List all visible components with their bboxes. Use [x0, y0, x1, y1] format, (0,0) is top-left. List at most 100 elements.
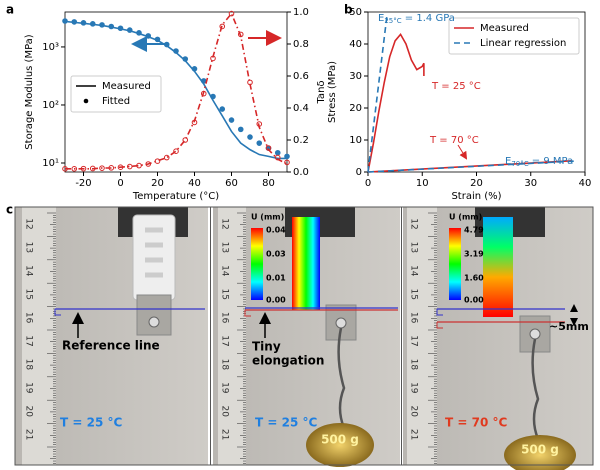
y-tick-label: 20 [349, 103, 362, 114]
panel-label: c [6, 203, 13, 217]
x-tick-label: 0 [117, 178, 123, 189]
ruler-label: 18 [409, 359, 419, 371]
legend-box [448, 17, 580, 55]
ruler-label: 13 [220, 242, 230, 253]
y2-tick-label: 0.6 [293, 71, 309, 82]
annotation: elongation [252, 354, 324, 368]
annotation: E25°C = 1.4 GPa [378, 13, 455, 25]
y2-axis-label: Tanδ [316, 80, 327, 104]
legend-label: Measured [102, 81, 151, 92]
ruler-label: 14 [409, 265, 419, 277]
x-tick-label: 20 [470, 178, 483, 189]
ruler-label: 19 [24, 382, 34, 394]
data-point [182, 137, 189, 143]
ruler-label: 16 [409, 312, 419, 324]
legend-label: Fitted [102, 96, 130, 107]
weight-label: 500 g [321, 433, 359, 447]
data-point [145, 161, 152, 167]
x-tick-label: 30 [524, 178, 537, 189]
annotation-subscript: 25°C [384, 17, 401, 25]
y-tick-label: 10² [42, 100, 59, 111]
data-point [219, 23, 226, 30]
series-line [65, 12, 288, 170]
plot-frame [64, 11, 288, 173]
ruler-label: 21 [409, 429, 419, 440]
ruler-label: 19 [220, 382, 230, 394]
data-point [71, 19, 78, 25]
data-point [163, 41, 170, 48]
data-point [228, 117, 235, 123]
annotation: T = 70 °C [429, 135, 479, 146]
colorbar-label: 4.79 [464, 226, 484, 235]
ruler-label: 16 [24, 312, 34, 324]
annotation: Tiny [252, 340, 281, 354]
x-tick-label: 40 [579, 178, 592, 189]
data-point [191, 66, 198, 72]
ruler-label: 20 [409, 405, 419, 417]
x-tick-label: -20 [75, 178, 91, 189]
ruler-label: 12 [409, 218, 419, 229]
x-tick-label: 20 [151, 178, 164, 189]
reference-lines [54, 304, 578, 338]
data-point [99, 22, 105, 28]
data-point [210, 93, 216, 100]
ruler-label: 20 [24, 405, 34, 417]
y-tick-label: 50 [349, 7, 362, 18]
data-point [237, 126, 244, 133]
colorbar-label: 0.04 [266, 226, 286, 235]
data-point [99, 165, 105, 171]
ruler: 12 13 14 15 16 17 18 19 20 21 12 13 14 15 16 17 18 19 20 21… [24, 212, 437, 464]
y-tick-label: 10 [349, 135, 362, 146]
annotation-subscript: 70°C [511, 160, 528, 168]
data-point [200, 78, 207, 84]
weight-label: 500 g [521, 443, 559, 457]
data-point [191, 119, 198, 126]
x-tick-label: 40 [188, 178, 201, 189]
annotation-text: E [378, 13, 384, 24]
data-point [210, 55, 216, 62]
ruler-label: 12 [24, 218, 34, 229]
colorbar-title: U (mm) [251, 213, 284, 222]
ruler-label: 14 [220, 265, 230, 277]
data-point [163, 154, 170, 161]
x-tick-label: 0 [365, 178, 371, 189]
data-point [126, 27, 133, 33]
legend-box [70, 75, 162, 113]
legend-swatch [83, 98, 89, 104]
data-point [108, 165, 115, 171]
data-point [62, 18, 68, 24]
colorbar-label: 0.00 [464, 296, 484, 305]
data-point [284, 159, 290, 166]
panel-label: b [344, 3, 353, 17]
data-point [228, 10, 235, 17]
colorbar-label: 3.19 [464, 250, 484, 259]
ruler-label: 13 [409, 242, 419, 253]
colorbar-label: 0.00 [266, 296, 286, 305]
x-tick-label: 80 [262, 178, 275, 189]
data-point [173, 148, 179, 154]
ruler-label: 19 [409, 382, 419, 394]
y-tick-label: 10¹ [42, 158, 59, 169]
ruler-label: 18 [220, 359, 230, 371]
data-point [219, 106, 226, 112]
ruler-label: 16 [220, 312, 230, 324]
x-axis-label: Strain (%) [451, 191, 501, 202]
arrow [457, 144, 468, 160]
data-point [117, 164, 124, 170]
data-point [108, 23, 115, 30]
data-point [247, 134, 253, 140]
colorbar-label: 0.01 [266, 274, 286, 283]
series-line [367, 160, 575, 173]
data-point [154, 158, 161, 164]
ruler-label: 12 [220, 218, 230, 229]
colorbar-label: 0.03 [266, 250, 286, 259]
data-point [284, 153, 290, 160]
data-point [173, 48, 179, 54]
ruler-label: 14 [24, 265, 34, 277]
y-tick-label: 10³ [42, 42, 59, 53]
y2-tick-label: 0.0 [293, 167, 309, 178]
photo [15, 207, 593, 465]
colorbar-label: 1.60 [464, 274, 484, 283]
data-point [154, 36, 161, 43]
ruler-label: 17 [24, 335, 34, 346]
